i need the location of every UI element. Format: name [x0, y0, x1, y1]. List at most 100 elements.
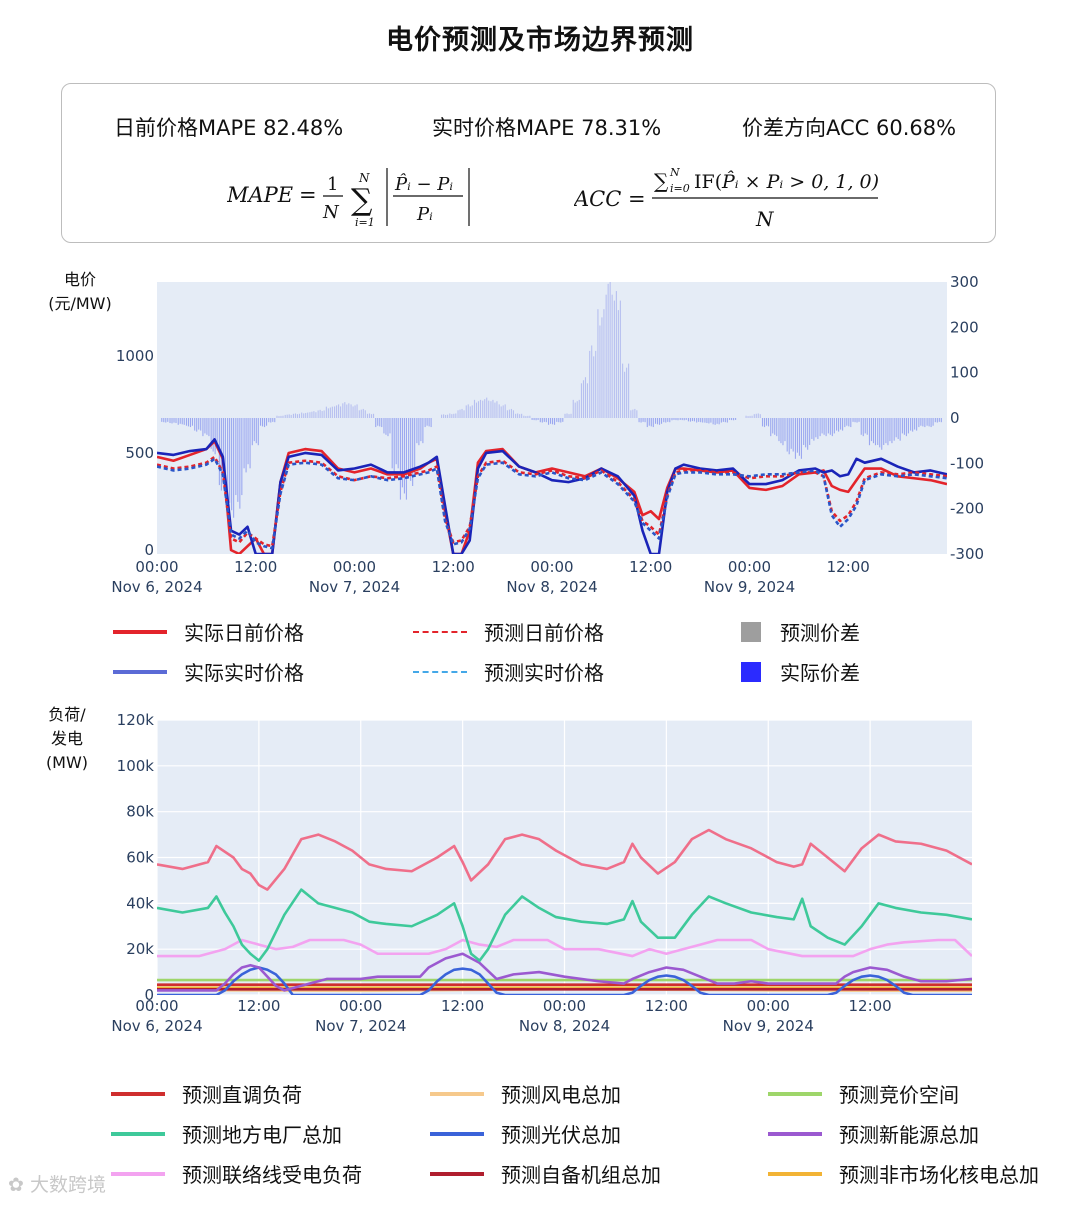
spread-bar [860, 418, 862, 435]
legend-item[interactable]: 预测实时价格 [413, 657, 604, 686]
spread-bar [628, 363, 630, 418]
spread-bar [463, 410, 465, 418]
legend-item[interactable]: 预测地方电厂总加 [111, 1119, 342, 1148]
spread-bar [918, 418, 920, 428]
spread-bar [255, 418, 257, 444]
spread-bar [660, 418, 663, 424]
spread-bar [517, 413, 519, 418]
spread-bar [241, 418, 243, 496]
legend-label: 预测联络线受电负荷 [182, 1163, 362, 1187]
spread-bar [679, 418, 681, 420]
spread-bar [385, 418, 387, 435]
spread-bar [344, 402, 346, 418]
spread-bar [233, 418, 235, 518]
spread-bar [576, 401, 578, 418]
legend-swatch [413, 630, 467, 633]
legend-item[interactable]: 实际实时价格 [113, 657, 304, 686]
y-tick-label: 100k [117, 757, 155, 775]
legend-item[interactable]: 预测风电总加 [430, 1079, 621, 1108]
spread-bar [455, 413, 457, 418]
legend-item[interactable]: 预测新能源总加 [768, 1119, 979, 1148]
spread-bar [471, 405, 473, 418]
spread-bar [537, 418, 539, 420]
spread-bar [708, 418, 710, 424]
spread-bar [722, 418, 724, 422]
spread-bar [654, 418, 657, 424]
spread-bar [872, 418, 875, 444]
spread-bar [418, 418, 420, 446]
legend-item[interactable]: 预测光伏总加 [430, 1119, 621, 1148]
spread-bar [807, 418, 809, 450]
spread-bar [669, 418, 671, 423]
legend-item[interactable]: 预测日前价格 [413, 617, 604, 646]
spread-bar [325, 406, 327, 418]
x-tick-date: Nov 9, 2024 [704, 578, 795, 595]
spread-bar [776, 418, 778, 437]
legend-item[interactable]: 实际日前价格 [113, 617, 304, 646]
spread-bar [589, 350, 591, 418]
x-tick-label: 00:00 [530, 558, 573, 576]
legend-item[interactable]: 预测直调负荷 [111, 1079, 302, 1108]
spread-bar [268, 418, 270, 423]
spread-bar [922, 418, 924, 427]
chart-title: 电价预测及市场边界预测 [386, 25, 694, 56]
spread-bar [445, 414, 447, 418]
spread-bar [319, 409, 321, 418]
legend-item[interactable]: 预测自备机组总加 [430, 1159, 661, 1188]
x-tick-label: 12:00 [849, 997, 892, 1015]
legend-item[interactable]: 实际价差 [741, 657, 860, 686]
spread-bar [784, 418, 786, 442]
spread-bar [683, 418, 685, 421]
y-tick-label: 40k [126, 894, 154, 912]
legend-item[interactable]: 预测竞价空间 [768, 1079, 959, 1108]
spread-bar [656, 418, 659, 425]
spread-bar [270, 418, 272, 423]
legend-swatch [113, 629, 167, 634]
spread-bar [753, 414, 755, 418]
spread-bar [368, 413, 371, 418]
spread-bar [282, 415, 284, 418]
spread-bar [393, 418, 395, 473]
day-ahead-mape: 日前价格MAPE 82.48% [114, 116, 344, 140]
spread-bar [261, 418, 264, 427]
spread-bar [206, 418, 208, 435]
spread-bar [298, 413, 300, 418]
spread-bar [338, 404, 340, 418]
spread-bar [854, 418, 856, 423]
spread-bar [229, 418, 231, 503]
spread-bar [183, 418, 185, 425]
spread-bar [772, 418, 774, 434]
spread-bar [856, 418, 858, 423]
spread-bar [765, 418, 768, 426]
spread-bar [196, 418, 198, 432]
spread-bar [570, 413, 572, 418]
spread-bar [187, 418, 190, 427]
spread-bar [161, 418, 163, 422]
spread-bar [638, 418, 640, 423]
spread-bar [691, 418, 693, 422]
spread-bar [469, 406, 471, 418]
y2-tick-label: 0 [950, 409, 960, 427]
y2-tick-label: 300 [950, 273, 979, 291]
spread-bar [763, 418, 766, 428]
series-预测地方电厂总加 [157, 888, 972, 962]
spread-bar [761, 418, 764, 427]
spread-bar [632, 409, 634, 418]
spread-bar [642, 418, 644, 422]
spread-bar [700, 418, 702, 423]
spread-bar [648, 418, 650, 426]
x-tick-label: 12:00 [629, 558, 672, 576]
spread-bar [177, 418, 179, 425]
spread-bar [817, 418, 819, 439]
legend-item[interactable]: 预测价差 [741, 617, 860, 646]
spread-bar [510, 408, 512, 418]
legend-label: 预测自备机组总加 [501, 1163, 661, 1187]
spread-bar [224, 418, 226, 486]
legend-item[interactable]: 预测非市场化核电总加 [768, 1159, 1039, 1188]
spread-bar [696, 418, 698, 423]
spread-bar [928, 418, 930, 427]
legend-item[interactable]: 预测联络线受电负荷 [111, 1159, 362, 1188]
spread-bar [414, 418, 416, 476]
series-预测联络线受电负荷 [157, 938, 972, 958]
spread-bar [403, 418, 405, 494]
